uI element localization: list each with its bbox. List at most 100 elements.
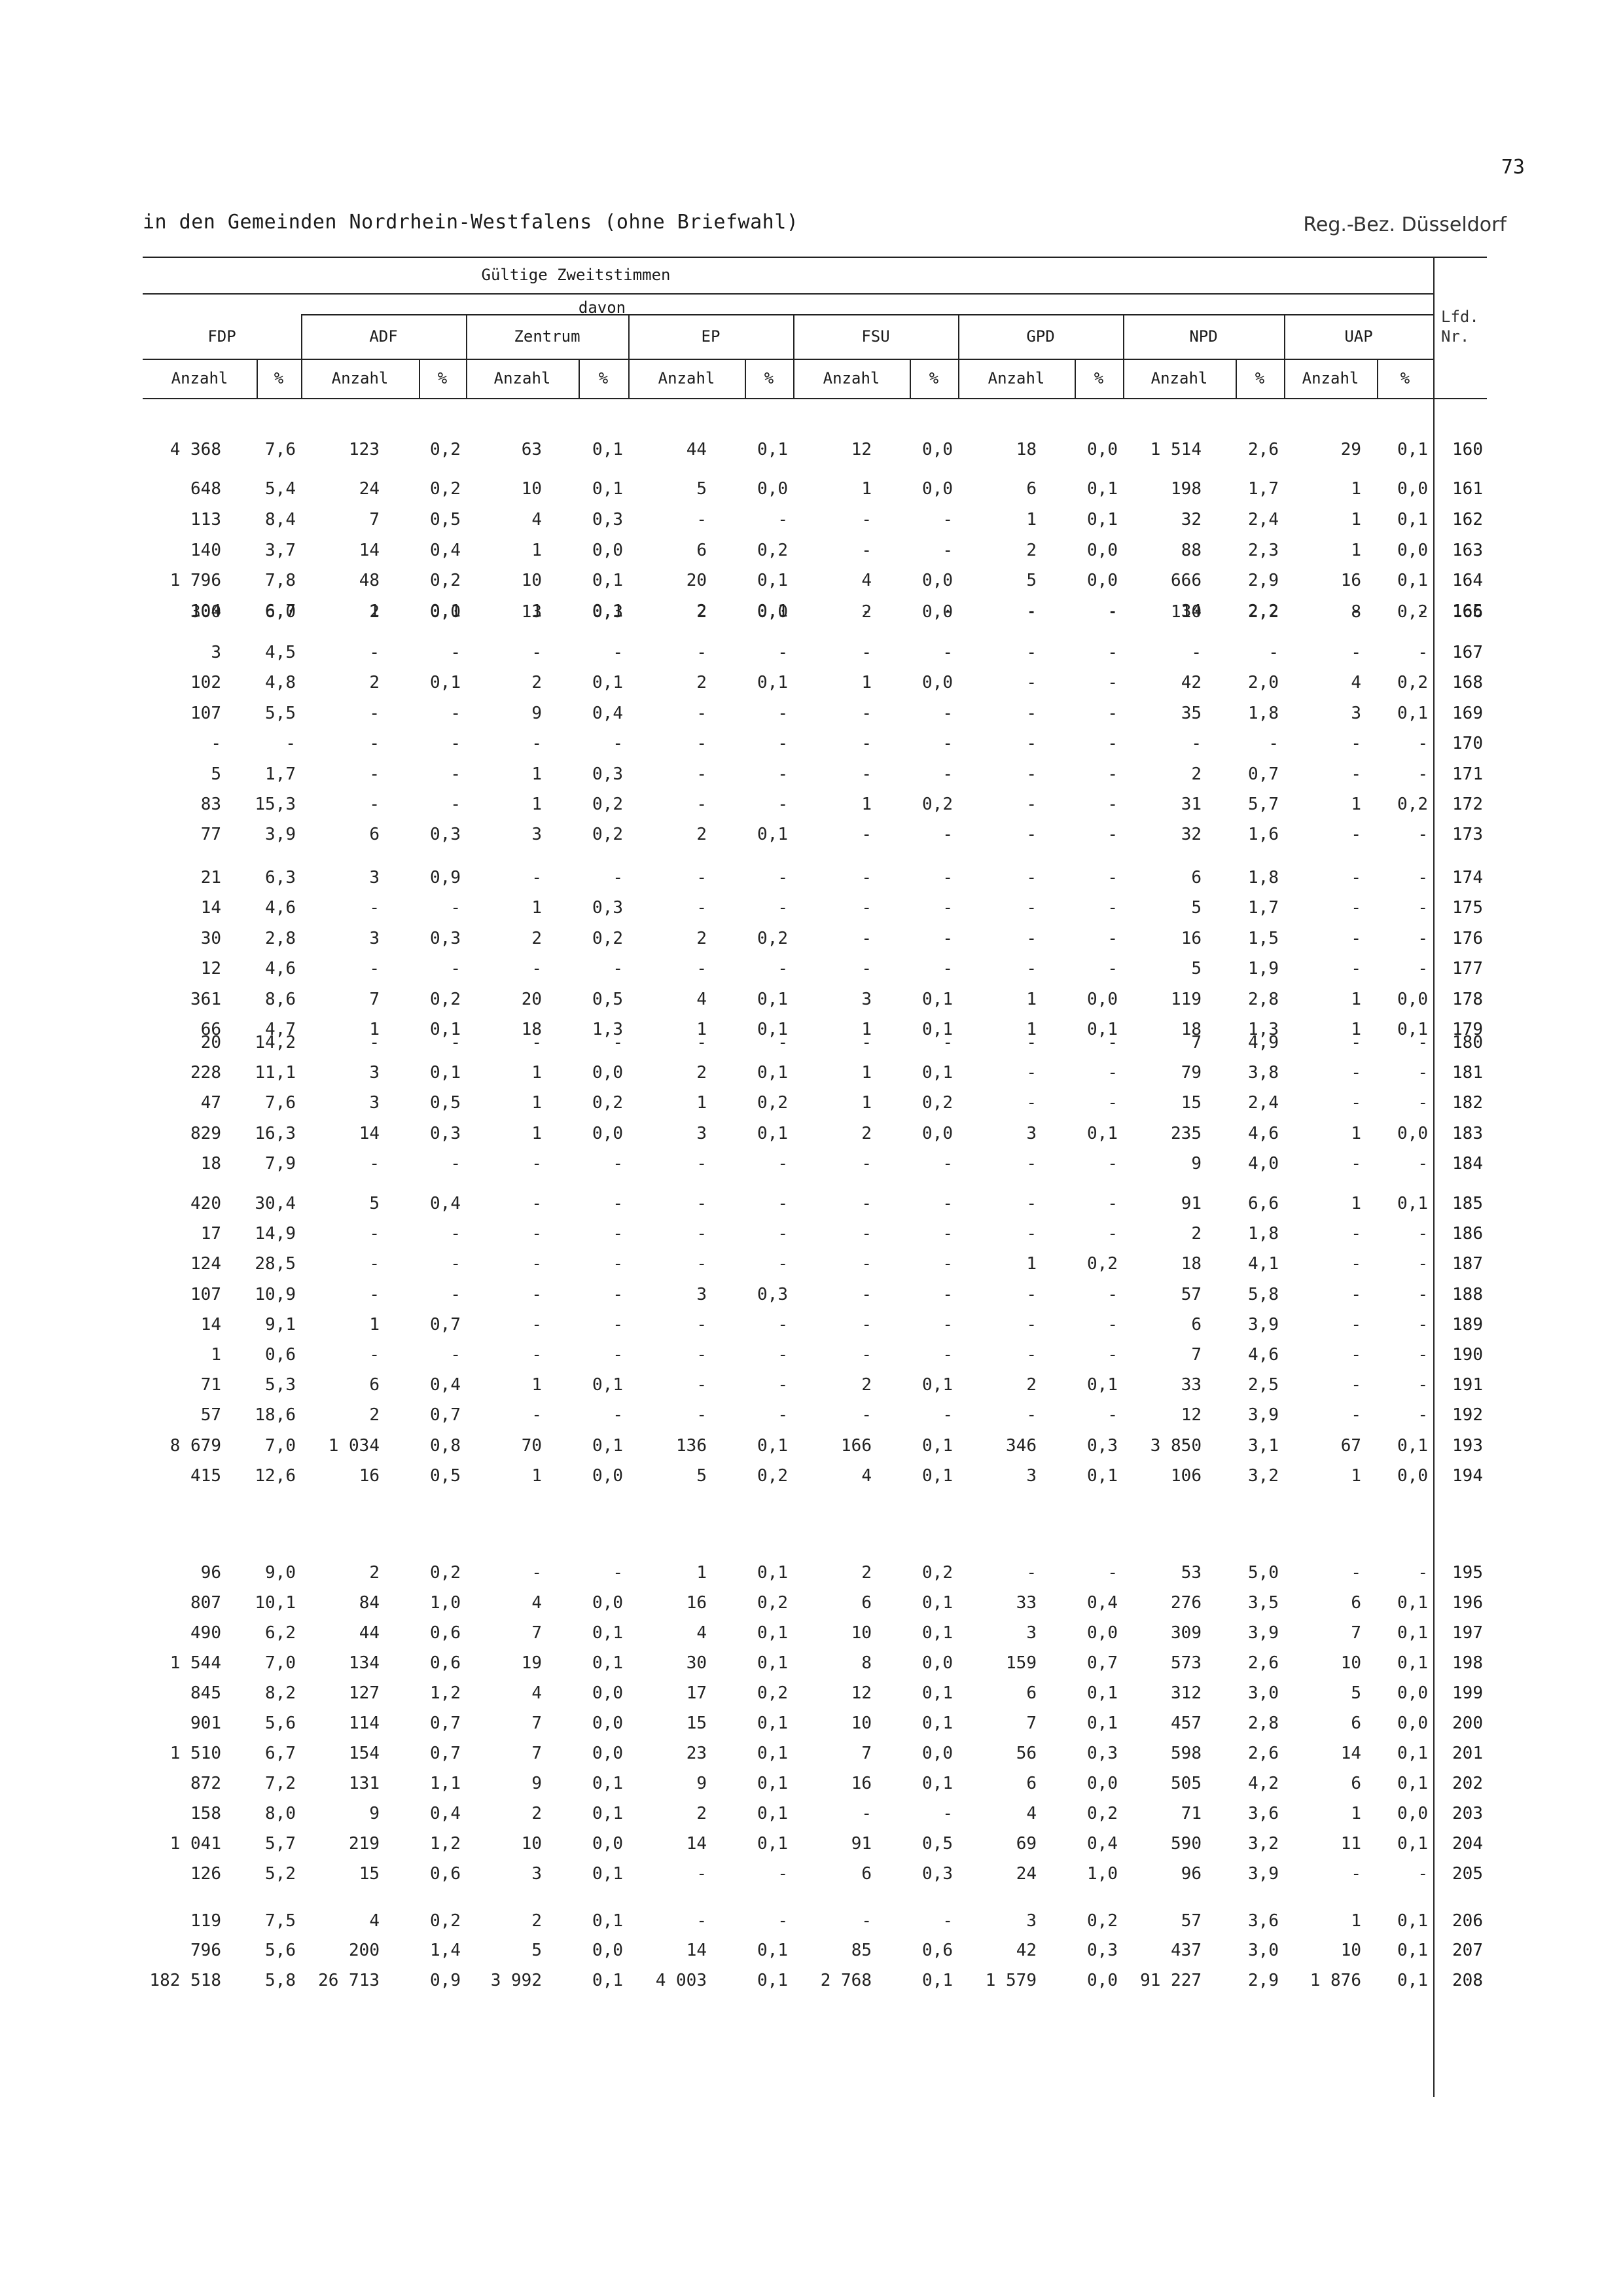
row-number: 167 — [1452, 643, 1483, 662]
count-cell: - — [696, 1033, 707, 1052]
pct-cell: - — [450, 1345, 461, 1365]
pct-cell: - — [1107, 643, 1118, 662]
party-divider — [628, 314, 630, 398]
pct-cell: 0,1 — [1397, 1834, 1428, 1854]
count-cell: 3 — [1026, 1623, 1037, 1643]
pct-cell: 0,6 — [265, 1345, 296, 1365]
pct-cell: - — [613, 868, 623, 888]
pct-cell: 7,0 — [265, 1653, 296, 1673]
count-cell: 1 — [531, 1466, 542, 1486]
pct-cell: 2,8 — [1248, 990, 1279, 1009]
pct-cell: 0,1 — [757, 1774, 788, 1793]
pct-cell: 28,5 — [255, 1254, 296, 1274]
count-cell: - — [861, 929, 872, 948]
count-cell: 4 368 — [169, 440, 221, 459]
header-group-rule — [143, 293, 1433, 295]
count-cell: 3 — [696, 1124, 707, 1143]
count-cell: 3 — [1026, 1911, 1037, 1931]
count-cell: - — [531, 868, 542, 888]
count-cell: 24 — [359, 479, 380, 499]
pct-cell: 4,6 — [1248, 1345, 1279, 1365]
pct-cell: 2,5 — [1248, 1375, 1279, 1395]
count-cell: - — [1351, 1224, 1361, 1244]
count-cell: - — [861, 1911, 872, 1931]
count-cell: 309 — [1171, 1623, 1202, 1643]
row-number: 165 — [1452, 601, 1483, 621]
header-lfd-line1: Lfd. — [1441, 308, 1479, 326]
count-cell: - — [1026, 1224, 1037, 1244]
pct-cell: 0,1 — [430, 1020, 461, 1039]
count-cell: 6 — [1351, 1593, 1361, 1613]
count-pct-divider — [1236, 359, 1237, 398]
count-cell: 3 — [1026, 1466, 1037, 1486]
pct-cell: 8,0 — [265, 1804, 296, 1823]
pct-cell: 1,8 — [1248, 704, 1279, 723]
count-cell: 159 — [1006, 1653, 1037, 1673]
count-cell: 9 — [531, 1774, 542, 1793]
count-cell: 19 — [521, 1653, 542, 1673]
pct-cell: - — [613, 1563, 623, 1583]
pct-cell: 0,1 — [922, 1683, 953, 1703]
count-cell: 32 — [1181, 510, 1202, 529]
count-cell: - — [1026, 764, 1037, 784]
pct-cell: 0,1 — [757, 1971, 788, 1990]
pct-cell: - — [450, 1224, 461, 1244]
count-cell: 2 — [369, 673, 380, 692]
row-number: 176 — [1452, 929, 1483, 948]
count-cell: 3 — [1351, 704, 1361, 723]
count-cell: - — [369, 764, 380, 784]
count-cell: 1 — [1351, 990, 1361, 1009]
pct-cell: - — [942, 704, 953, 723]
count-cell: - — [861, 825, 872, 844]
count-cell: 20 — [200, 1033, 221, 1052]
count-cell: 1 — [861, 795, 872, 814]
pct-cell: - — [613, 1033, 623, 1052]
count-cell: 85 — [851, 1941, 872, 1960]
count-cell: 1 — [369, 1315, 380, 1335]
count-cell: 1 — [861, 673, 872, 692]
pct-cell: - — [777, 898, 788, 918]
pct-cell: 0,1 — [1087, 1124, 1118, 1143]
count-cell: 796 — [190, 1941, 221, 1960]
pct-cell: - — [777, 643, 788, 662]
count-cell: 4 — [369, 1911, 380, 1931]
pct-cell: - — [777, 1254, 788, 1274]
count-cell: - — [211, 734, 221, 753]
count-cell: 1 — [1026, 990, 1037, 1009]
count-cell: - — [1026, 643, 1037, 662]
count-cell: 1 — [861, 1020, 872, 1039]
pct-cell: 0,1 — [1397, 1941, 1428, 1960]
pct-cell: 0,0 — [1087, 1971, 1118, 1990]
pct-cell: 9,0 — [265, 1563, 296, 1583]
header-pct-label: % — [437, 369, 448, 387]
pct-cell: 0,1 — [1087, 1020, 1118, 1039]
count-cell: - — [531, 1224, 542, 1244]
pct-cell: 0,6 — [430, 1864, 461, 1884]
pct-cell: - — [777, 1911, 788, 1931]
pct-cell: 0,0 — [592, 1683, 623, 1703]
pct-cell: 0,1 — [592, 1774, 623, 1793]
pct-cell: 0,2 — [1397, 795, 1428, 814]
pct-cell: 0,1 — [922, 1375, 953, 1395]
count-cell: 4 — [531, 1593, 542, 1613]
count-cell: 3 — [861, 990, 872, 1009]
count-cell: 126 — [190, 1864, 221, 1884]
pct-cell: 0,2 — [922, 795, 953, 814]
count-cell: - — [861, 510, 872, 529]
count-cell: 2 — [1191, 1224, 1202, 1244]
count-cell: - — [1026, 734, 1037, 753]
pct-cell: 3,2 — [1248, 1834, 1279, 1854]
count-cell: - — [696, 1405, 707, 1425]
count-cell: - — [861, 959, 872, 978]
count-cell: - — [1351, 1093, 1361, 1113]
lfd-divider — [1433, 257, 1435, 2097]
pct-cell: 14,9 — [255, 1224, 296, 1244]
pct-cell: 3,9 — [1248, 1405, 1279, 1425]
row-number: 197 — [1452, 1623, 1483, 1643]
pct-cell: - — [1107, 1093, 1118, 1113]
count-cell: 2 768 — [820, 1971, 872, 1990]
pct-cell: 0,7 — [1087, 1653, 1118, 1673]
pct-cell: 0,5 — [430, 510, 461, 529]
header-bottom-rule — [143, 398, 1487, 399]
pct-cell: 8,2 — [265, 1683, 296, 1703]
